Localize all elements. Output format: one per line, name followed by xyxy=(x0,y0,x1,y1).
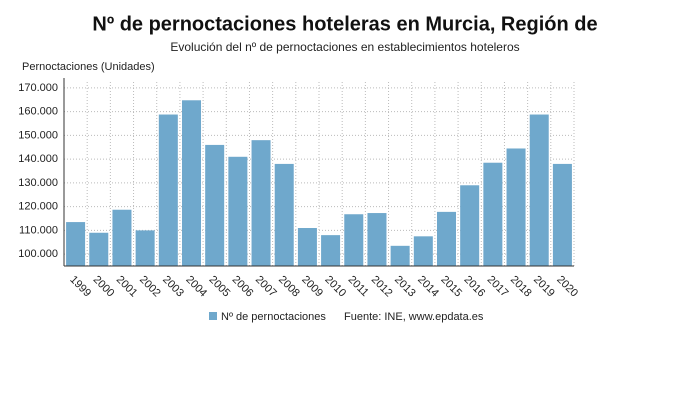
legend-swatch xyxy=(209,312,217,320)
bar xyxy=(460,185,480,266)
bar xyxy=(112,209,132,266)
bar xyxy=(436,211,457,266)
y-tick-label: 140.000 xyxy=(18,153,58,165)
bar xyxy=(297,228,317,266)
bar xyxy=(135,230,155,266)
x-tick-label: 2012 xyxy=(369,274,395,300)
x-tick-label: 2000 xyxy=(91,274,117,300)
y-tick-label: 100.000 xyxy=(18,248,58,260)
x-tick-label: 2010 xyxy=(322,274,348,300)
x-tick-label: 2009 xyxy=(299,274,325,300)
x-tick-label: 2014 xyxy=(415,274,441,300)
y-tick-label: 110.000 xyxy=(19,224,58,236)
x-tick-label: 2003 xyxy=(160,274,186,300)
x-tick-label: 2016 xyxy=(462,274,488,300)
bar xyxy=(529,114,549,266)
y-tick-label: 160.000 xyxy=(18,106,58,118)
y-tick-label: 170.000 xyxy=(18,82,58,94)
bar xyxy=(274,163,294,266)
bar xyxy=(367,213,387,266)
bar xyxy=(344,214,364,266)
bar xyxy=(158,114,178,266)
x-tick-label: 1999 xyxy=(67,274,93,300)
legend-label: Nº de pernoctaciones xyxy=(221,311,326,323)
bar xyxy=(552,163,572,266)
x-tick-label: 2011 xyxy=(346,274,371,299)
x-tick-label: 2018 xyxy=(508,274,534,300)
x-tick-label: 2007 xyxy=(253,274,279,300)
bar xyxy=(390,245,410,266)
bar xyxy=(251,140,271,266)
bar xyxy=(506,148,526,266)
y-axis-label: Pernoctaciones (Unidades) xyxy=(22,61,155,73)
bar xyxy=(181,100,202,267)
x-tick-label: 2004 xyxy=(183,274,209,300)
chart-subtitle: Evolución del nº de pernoctaciones en es… xyxy=(170,40,519,54)
chart-title: Nº de pernoctaciones hoteleras en Murcia… xyxy=(92,13,597,35)
source: Fuente: INE, www.epdata.es xyxy=(344,311,484,323)
y-tick-label: 130.000 xyxy=(18,177,58,189)
bar xyxy=(89,232,109,266)
y-tick-label: 120.000 xyxy=(18,201,58,213)
x-tick-label: 2017 xyxy=(485,274,511,300)
x-tick-label: 2001 xyxy=(114,274,140,300)
bar xyxy=(66,222,86,266)
y-tick-label: 150.000 xyxy=(18,129,58,141)
x-tick-label: 2002 xyxy=(137,274,163,300)
bar xyxy=(483,162,503,266)
bar xyxy=(205,144,225,266)
x-tick-label: 2008 xyxy=(276,274,302,300)
x-tick-label: 2015 xyxy=(438,274,464,300)
x-tick-label: 2020 xyxy=(554,274,580,300)
bar xyxy=(228,156,248,266)
x-tick-label: 2013 xyxy=(392,274,418,300)
x-tick-label: 2006 xyxy=(230,274,256,300)
bar xyxy=(321,235,341,266)
bar xyxy=(413,236,433,266)
x-tick-label: 2019 xyxy=(531,274,557,300)
x-tick-label: 2005 xyxy=(207,274,233,300)
